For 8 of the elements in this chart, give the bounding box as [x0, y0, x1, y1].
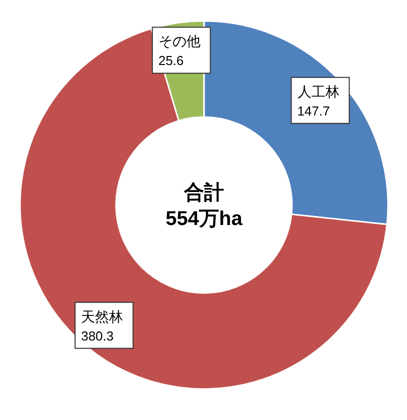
text: 554万ha — [166, 208, 244, 230]
slice-label: 人工林 — [297, 83, 340, 100]
data-label: 147.7 — [297, 103, 330, 118]
data-label: 380.3 — [81, 328, 114, 344]
data-label: 25.6 — [158, 53, 184, 68]
text: 合計 — [183, 181, 224, 204]
slice-label: その他 — [158, 33, 200, 50]
slice-label: 天然林 — [81, 308, 124, 324]
